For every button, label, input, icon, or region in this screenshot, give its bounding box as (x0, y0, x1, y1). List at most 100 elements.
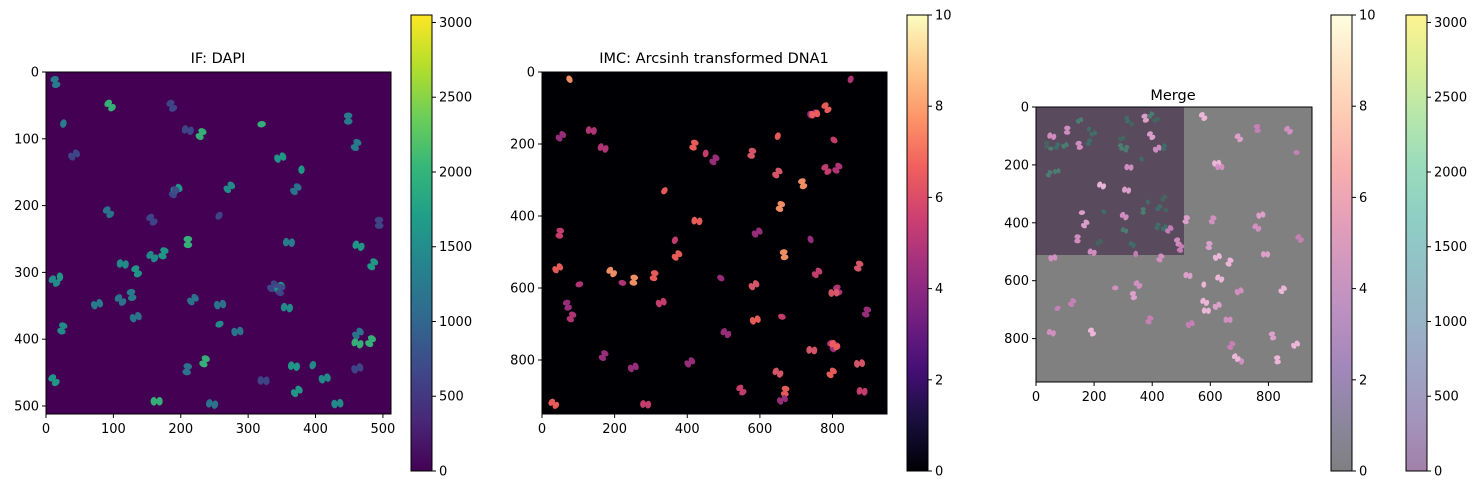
nucleus-pair (1043, 141, 1050, 149)
nucleus-pair (298, 165, 305, 175)
nucleus-pair (1117, 143, 1125, 151)
nucleus-pair (282, 237, 295, 247)
nucleus-pair (1145, 315, 1154, 325)
nucleus-pair (1048, 146, 1054, 151)
nucleus-pair (309, 360, 317, 370)
x-ticks-if-dapi: 0 100 200 300 400 500 (42, 414, 395, 437)
nucleus-pair (1256, 211, 1266, 219)
nucleus-pair (807, 235, 814, 244)
nucleus-pair (50, 75, 61, 89)
nucleus-pair (854, 359, 865, 368)
colorbar-tick-label: 8 (935, 100, 943, 115)
nucleus-pair (671, 250, 683, 261)
colorbar-tick-label: 2500 (1434, 91, 1467, 106)
nucleus-pair (775, 201, 786, 212)
colorbar-ticks-merge-magma: 0 2 4 6 8 10 (1352, 9, 1376, 480)
nucleus-pair (829, 340, 841, 351)
colorbar-if-dapi (410, 14, 433, 472)
x-tick-label: 0 (538, 422, 546, 437)
nucleus-pair (1133, 250, 1139, 258)
nucleus-pair (150, 396, 163, 406)
nucleus-pair (1118, 135, 1126, 142)
nucleus-pair (1101, 209, 1107, 214)
nucleus-pair (1261, 251, 1271, 258)
y-tick-label: 800 (1004, 332, 1029, 347)
nucleus-pair (257, 121, 266, 128)
y-tick-label: 300 (14, 266, 39, 281)
nucleus-pair (720, 328, 732, 339)
nucleus-pair (1201, 307, 1211, 314)
y-tick-label: 200 (14, 199, 39, 214)
colorbar-tick-label: 1000 (439, 315, 472, 330)
nucleus-pair (1223, 316, 1233, 324)
nucleus-pair (1139, 156, 1144, 162)
colorbar-tick-label: 0 (1434, 465, 1442, 480)
nucleus-pair (1227, 340, 1236, 351)
x-tick-label: 0 (1032, 390, 1040, 405)
colorbar-merge-magma (1330, 14, 1353, 472)
colorbar-tick-label: 3000 (439, 16, 472, 31)
x-ticks-merge: 0 200 400 600 800 (1032, 382, 1281, 405)
colorbar-tick-label: 0 (935, 465, 943, 480)
nucleus-pair (772, 367, 784, 378)
nucleus-pair (1085, 138, 1093, 146)
nucleus-pair (1053, 168, 1061, 175)
nucleus-pair (649, 270, 659, 282)
y-ticks-merge: 0 200 400 600 800 (1004, 101, 1036, 347)
nucleus-pair (717, 274, 725, 282)
y-tick-label: 400 (14, 333, 39, 348)
nucleus-pair (1097, 181, 1107, 190)
nucleus-pair (1074, 234, 1081, 244)
nucleus-pair (689, 139, 699, 151)
nucleus-pair (195, 128, 207, 141)
nucleus-pair (1231, 353, 1241, 362)
axes-frame-imc-dna1 (541, 71, 888, 415)
y-tick-label: 0 (31, 66, 39, 81)
nucleus-pair (1067, 298, 1077, 308)
nucleus-pair (146, 250, 159, 263)
y-tick-label: 100 (14, 132, 39, 147)
y-tick-label: 600 (510, 282, 535, 297)
nucleus-pair (352, 240, 365, 252)
nucleus-pair (606, 266, 618, 278)
colorbar-tick-label: 3000 (1434, 16, 1467, 31)
nucleus-pair (1185, 320, 1195, 329)
nucleus-pair (1078, 210, 1086, 216)
nucleus-pair (1075, 117, 1084, 124)
nucleus-pair (1234, 133, 1244, 143)
y-tick-label: 500 (14, 399, 39, 414)
nucleus-pair (747, 147, 757, 159)
panel-imc-dna1: IMC: Arcsinh transformed DNA1 0 200 400 600… (510, 9, 951, 480)
nucleus-pair (1152, 116, 1160, 124)
colorbar-tick-label: 4 (1359, 282, 1367, 297)
nucleus-pair (1201, 281, 1207, 288)
x-tick-label: 0 (42, 422, 50, 437)
x-tick-label: 800 (820, 422, 845, 437)
y-tick-label: 0 (527, 66, 535, 81)
nucleus-pair (1124, 115, 1131, 124)
nucleus-pair (181, 125, 194, 136)
axes-frame-merge (1035, 106, 1313, 383)
nucleus-pair (1054, 305, 1061, 311)
x-tick-label: 200 (602, 422, 627, 437)
nucleus-pair (1147, 111, 1155, 119)
nucleus-pair (1239, 358, 1245, 365)
x-tick-label: 400 (1140, 390, 1165, 405)
nucleus-pair (374, 216, 384, 229)
nucleus-pair (1160, 143, 1168, 151)
nucleus-pair (1160, 194, 1168, 202)
nucleus-pair (48, 275, 61, 287)
nucleus-pair (1293, 150, 1300, 155)
nucleus-pair (131, 265, 143, 278)
colorbar-tick-label: 1500 (1434, 240, 1467, 255)
colorbar-tick-label: 10 (1359, 9, 1376, 24)
nucleus-pair (274, 152, 287, 163)
nucleus-pair (1155, 203, 1163, 212)
nucleus-pair (575, 281, 584, 288)
x-tick-label: 200 (1082, 390, 1107, 405)
nucleus-pair (1200, 297, 1210, 306)
y-tick-label: 600 (1004, 274, 1029, 289)
colorbar-tick-label: 1500 (439, 240, 472, 255)
nucleus-pair (1129, 291, 1138, 301)
